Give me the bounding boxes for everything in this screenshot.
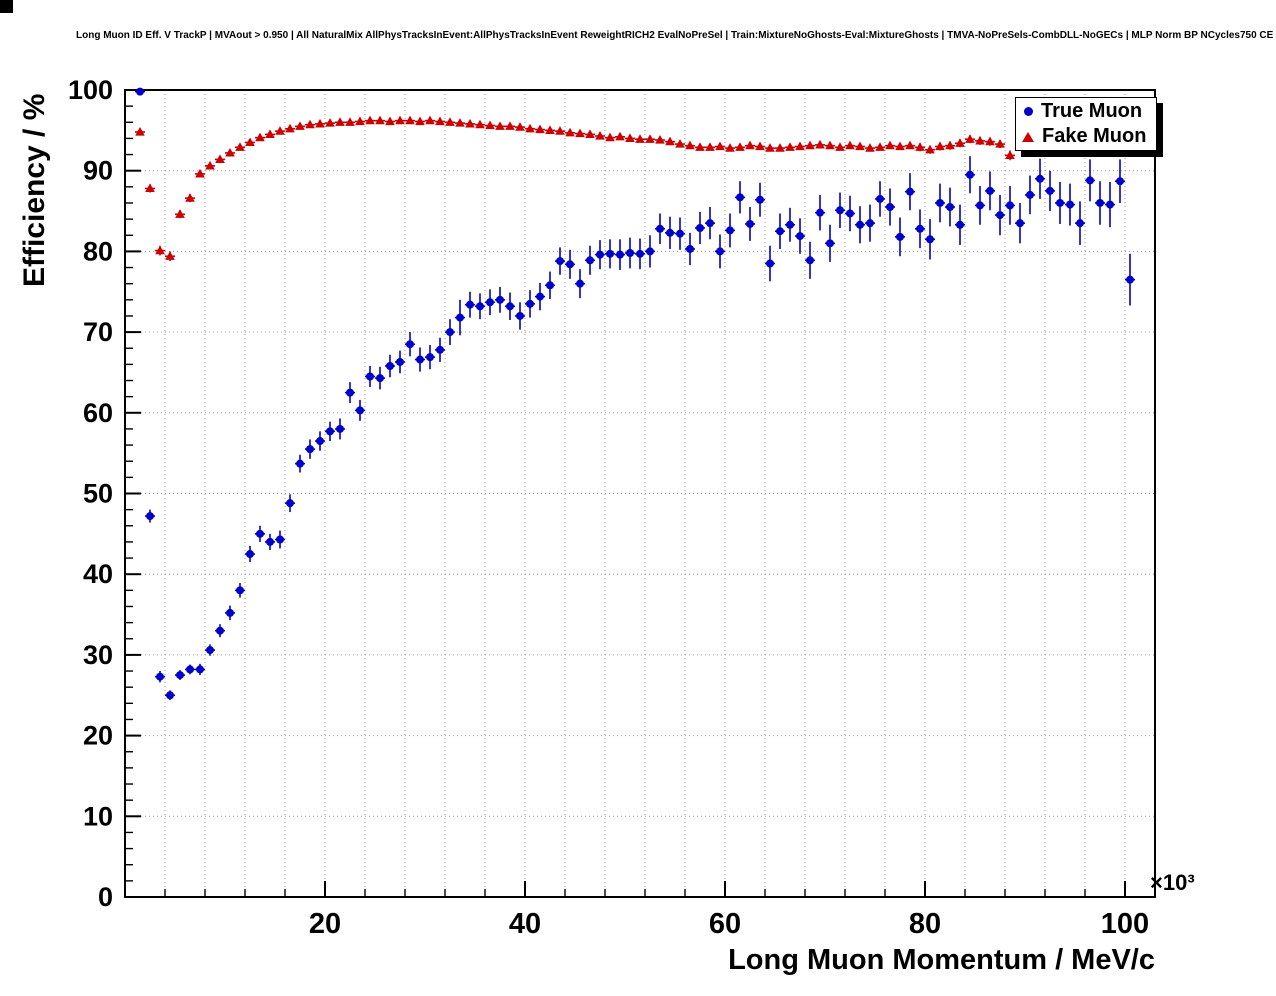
legend-label-true-muon: True Muon: [1041, 100, 1143, 122]
fake-muon-marker-icon: [1022, 131, 1034, 142]
x-axis-multiplier: ×10³: [1150, 870, 1195, 895]
svg-text:80: 80: [83, 236, 113, 266]
legend-entry-fake-muon: Fake Muon: [1022, 124, 1150, 149]
legend-label-fake-muon: Fake Muon: [1042, 125, 1147, 147]
svg-text:40: 40: [509, 908, 541, 940]
true-muon-marker-icon: [1024, 107, 1033, 116]
canvas-corner-decoration: [0, 0, 13, 13]
legend-entry-true-muon: True Muon: [1022, 99, 1150, 124]
x-axis-title: Long Muon Momentum / MeV/c: [728, 944, 1155, 976]
svg-text:100: 100: [68, 75, 113, 105]
svg-text:60: 60: [83, 398, 113, 428]
legend-box: True Muon Fake Muon: [1015, 97, 1157, 151]
svg-text:20: 20: [83, 721, 113, 751]
svg-text:80: 80: [909, 908, 941, 940]
svg-text:50: 50: [83, 479, 113, 509]
svg-text:40: 40: [83, 559, 113, 589]
svg-text:20: 20: [309, 908, 341, 940]
svg-text:30: 30: [83, 640, 113, 670]
svg-text:0: 0: [98, 882, 113, 912]
svg-text:70: 70: [83, 317, 113, 347]
svg-text:100: 100: [1101, 908, 1149, 940]
svg-text:60: 60: [709, 908, 741, 940]
plot-title: Long Muon ID Eff. V TrackP | MVAout > 0.…: [76, 30, 1276, 41]
svg-text:10: 10: [83, 801, 113, 831]
svg-text:90: 90: [83, 156, 113, 186]
legend: True Muon Fake Muon: [1015, 97, 1157, 151]
